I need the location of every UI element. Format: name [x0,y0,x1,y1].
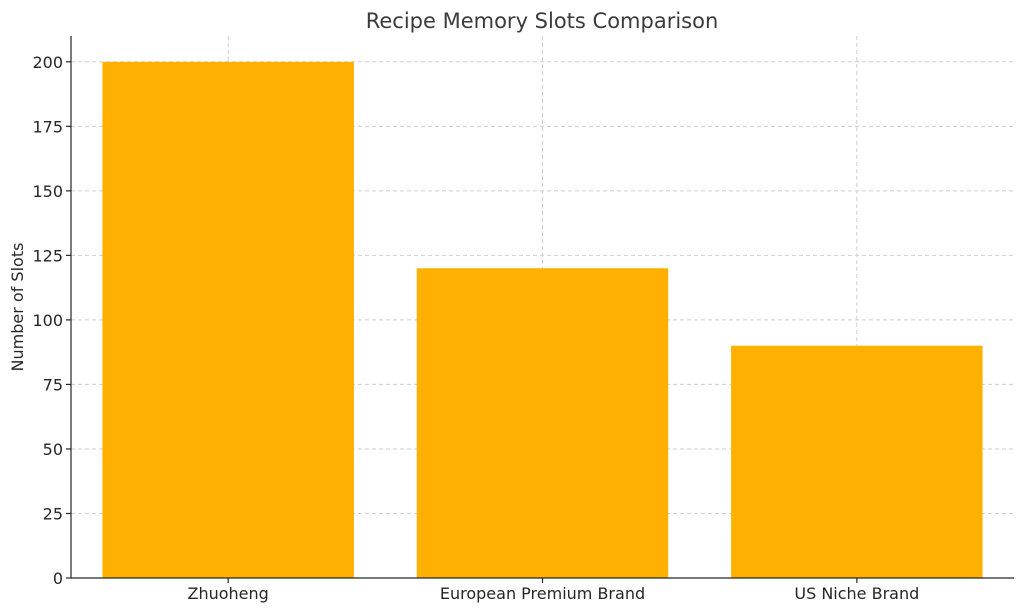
y-tick-label: 200 [32,53,63,72]
x-tick-label: European Premium Brand [440,584,645,603]
y-tick-label: 125 [32,246,63,265]
bar [102,61,354,579]
y-tick-label: 75 [43,375,63,394]
bar [416,268,669,578]
y-ticks: 0 25 50 75 100 125 150 175 200 [32,53,71,588]
y-tick-label: 100 [32,311,63,330]
y-tick-label: 175 [32,117,63,136]
y-axis-label: Number of Slots [8,243,27,372]
y-tick-label: 150 [32,182,63,201]
bar [731,345,983,578]
x-tick-label: Zhuoheng [188,584,269,603]
x-tick-label: US Niche Brand [794,584,919,603]
bars [102,61,983,579]
y-tick-label: 0 [53,569,63,588]
chart-title: Recipe Memory Slots Comparison [366,9,719,33]
y-tick-label: 25 [43,504,63,523]
x-ticks: Zhuoheng European Premium Brand US Niche B… [188,578,919,603]
y-tick-label: 50 [43,440,63,459]
